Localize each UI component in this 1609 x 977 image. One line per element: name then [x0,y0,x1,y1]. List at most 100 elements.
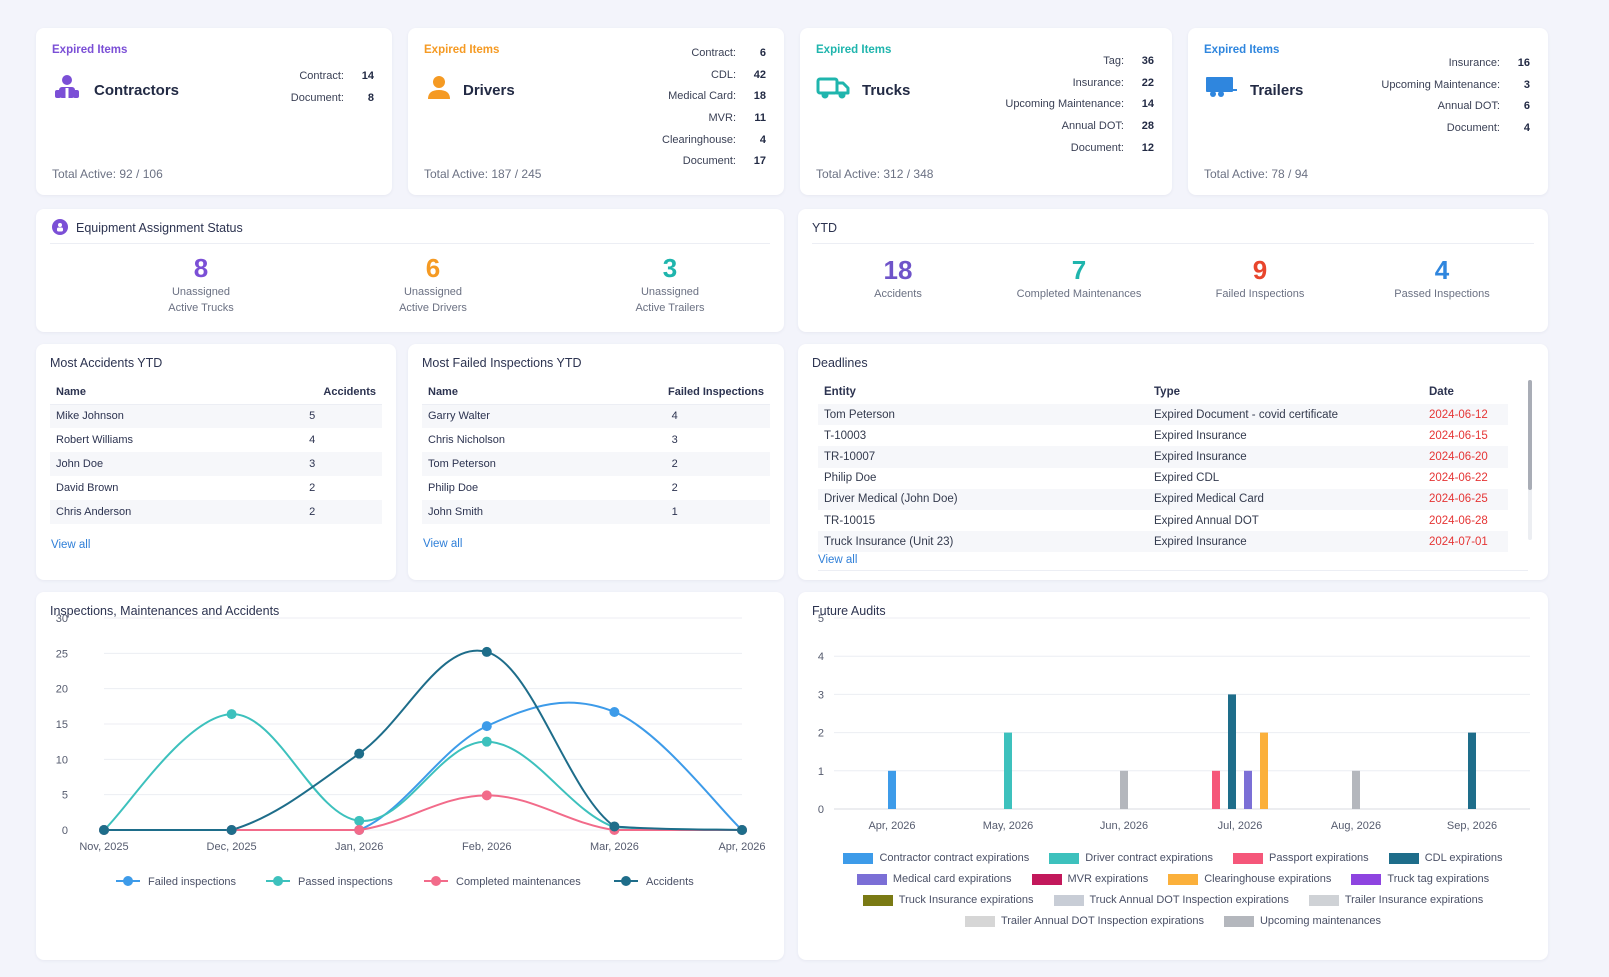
legend-item[interactable]: Trailer Annual DOT Inspection expiration… [964,915,1204,927]
table-row[interactable]: T-10003 Expired Insurance 2024-06-15 [818,425,1508,446]
legend-item[interactable]: Passport expirations [1233,852,1369,864]
legend-item[interactable]: MVR expirations [1031,873,1148,885]
stat-row: Tag: 36 [1005,50,1154,72]
equipment-assignment-card: Equipment Assignment Status 8 Unassigned… [36,209,784,332]
data-point[interactable] [481,721,492,732]
divider [812,243,1534,244]
data-point[interactable] [481,790,492,801]
table-row[interactable]: TR-10015 Expired Annual DOT 2024-06-28 [818,510,1508,531]
stat-list: Insurance: 16 Upcoming Maintenance: 3 Annu… [1381,52,1530,139]
table-row[interactable]: Tom Peterson 2 [422,452,770,476]
stat-list: Contract: 6 CDL: 42 Medical Card: 18 MVR: 11… [662,42,766,172]
legend-item[interactable]: Upcoming maintenances [1223,915,1381,927]
card-title: Contractors [94,82,180,99]
table-row[interactable]: Mike Johnson 5 [50,404,382,428]
table-row[interactable]: TR-10007 Expired Insurance 2024-06-20 [818,446,1508,468]
bar[interactable] [1120,770,1128,809]
stat-number: 8 [193,253,209,283]
table-row[interactable]: Philip Doe 2 [422,476,770,500]
bar[interactable] [1468,732,1476,809]
table-row[interactable]: Tom Peterson Expired Document - covid cer… [818,404,1508,426]
legend-swatch [862,894,893,906]
card-contractors[interactable]: Expired Items Contractors Contract: 14 Do… [36,28,392,195]
bar[interactable] [1260,732,1268,809]
legend-item[interactable]: Driver contract expirations [1049,852,1213,864]
total-active: Total Active: 312 / 348 [816,167,934,181]
table-row[interactable]: Garry Walter 4 [422,404,770,428]
stat-list: Tag: 36 Insurance: 22 Upcoming Maintenance… [1005,50,1154,158]
bar[interactable] [888,770,896,809]
data-point[interactable] [481,646,492,657]
stat-label: Document: [682,155,736,168]
data-point[interactable] [99,825,109,835]
column-header: Failed Inspections [579,380,770,405]
data-point[interactable] [609,706,620,717]
legend-item[interactable]: Contractor contract expirations [843,852,1029,864]
legend-marker [123,876,133,886]
legend-item[interactable]: Passed inspections [266,876,393,888]
scrollbar-thumb[interactable] [1528,380,1532,490]
table-row[interactable]: John Doe 3 [50,452,382,476]
legend-item[interactable]: Medical card expirations [856,873,1012,885]
legend-item[interactable]: Clearinghouse expirations [1168,873,1331,885]
table-row[interactable]: Philip Doe Expired CDL 2024-06-22 [818,468,1508,489]
card-drivers[interactable]: Expired Items Drivers Contract: 6 CDL: 42 … [408,28,784,195]
legend-item[interactable]: Accidents [614,876,694,888]
table-row[interactable]: Chris Nicholson 3 [422,428,770,452]
scrollbar[interactable] [1528,380,1532,540]
bar[interactable] [1228,694,1236,809]
stat-row: Document: 4 [1381,117,1530,139]
data-point[interactable] [226,709,237,720]
view-all-link[interactable]: View all [51,539,91,551]
column-header: Entity [824,386,856,398]
legend-item[interactable]: CDL expirations [1388,852,1503,864]
legend-item[interactable]: Trailer Insurance expirations [1308,894,1483,906]
bar[interactable] [1004,732,1012,809]
card-trucks[interactable]: Expired Items Trucks Tag: 36 Insurance: 22… [800,28,1172,195]
legend-label: Completed maintenances [456,876,581,888]
legend-swatch [1223,915,1254,927]
table-row[interactable]: Driver Medical (John Doe) Expired Medical… [818,488,1508,510]
view-all-link[interactable]: View all [423,538,463,550]
card-title: Trucks [862,82,911,99]
stat-value: 6 [1523,100,1530,113]
bar[interactable] [1352,770,1360,809]
table-row[interactable]: Chris Anderson 2 [50,500,382,524]
legend-item[interactable]: Truck Insurance expirations [862,894,1034,906]
card-trailers[interactable]: Expired Items Trailers Insurance: 16 Upco… [1188,28,1548,195]
data-point[interactable] [609,821,620,832]
bar-chart: 0 1 2 3 4 5 Apr, 2026 May, 2026 Jun, 2026 Jul, 20… [818,613,1530,832]
legend-swatch [856,873,887,885]
legend-item[interactable]: Failed inspections [116,876,237,888]
legend-item[interactable]: Completed maintenances [424,876,581,888]
data-point[interactable] [354,748,365,759]
view-all-link[interactable]: View all [818,554,858,566]
stat-caption-line2: Active Trucks [168,302,234,314]
stat-row: Document: 17 [662,150,766,172]
cell-name: Robert Williams [56,434,134,446]
legend-item[interactable]: Truck tag expirations [1351,873,1489,885]
legend-item[interactable]: Truck Annual DOT Inspection expirations [1053,894,1289,906]
bar[interactable] [1244,770,1252,809]
table-row[interactable]: David Brown 2 [50,476,382,500]
table-row[interactable]: John Smith 1 [422,500,770,524]
cell-name: John Smith [422,500,580,524]
stat-row: Medical Card: 18 [662,85,766,107]
bar[interactable] [1212,770,1220,809]
cell-date: 2024-07-01 [1423,531,1508,553]
data-point[interactable] [354,815,365,826]
x-tick-label: Jun, 2026 [1100,820,1148,832]
stat-label: Clearinghouse: [662,133,736,146]
stat-value: 22 [1141,76,1154,89]
stat-list: Contract: 14 Document: 8 [291,65,374,108]
data-point[interactable] [481,736,492,747]
line-chart: 0 5 10 15 20 25 30 Nov, 2025 Dec, 2025 Jan, 2026 F… [56,613,766,888]
table-row[interactable]: Robert Williams 4 [50,428,382,452]
stat-label: Upcoming Maintenance: [1381,78,1500,91]
data-point[interactable] [226,825,237,835]
table-row[interactable]: Truck Insurance (Unit 23) Expired Insuran… [818,531,1508,553]
users-icon [52,72,82,102]
data-point[interactable] [737,825,747,835]
data-point[interactable] [354,825,365,835]
y-tick-label: 5 [62,790,68,802]
